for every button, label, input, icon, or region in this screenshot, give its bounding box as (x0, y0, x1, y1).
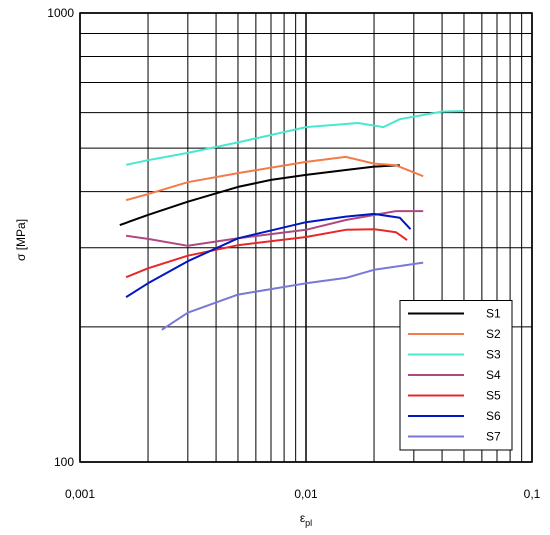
legend-label: S5 (486, 389, 501, 403)
series-line (125, 228, 408, 279)
series-line (125, 212, 412, 298)
y-axis-label: σ [MPa] (14, 219, 28, 261)
legend-label: S6 (486, 409, 501, 423)
plot-frame (79, 12, 533, 463)
series-line (125, 155, 424, 202)
legend-label: S7 (486, 430, 501, 444)
x-tick-label: 0,001 (65, 487, 95, 501)
y-tick-label: 1000 (47, 6, 74, 20)
legend: S1 S2 S3 S4 S5 S6 S7 (399, 300, 513, 451)
x-tick-label: 0,1 (524, 487, 541, 501)
legend-label: S3 (486, 348, 501, 362)
series-line (161, 261, 424, 331)
series-line (119, 164, 400, 227)
series-line (125, 110, 465, 166)
x-axis-label-main: ε (300, 511, 306, 525)
legend-label: S1 (486, 307, 501, 321)
y-tick-label: 100 (54, 455, 74, 469)
series-line (125, 210, 424, 247)
x-axis-label: εpl (300, 511, 312, 528)
x-axis-label-subscript: pl (305, 518, 312, 528)
x-tick-label: 0,01 (294, 487, 318, 501)
legend-label: S4 (486, 368, 501, 382)
legend-label: S2 (486, 327, 501, 341)
